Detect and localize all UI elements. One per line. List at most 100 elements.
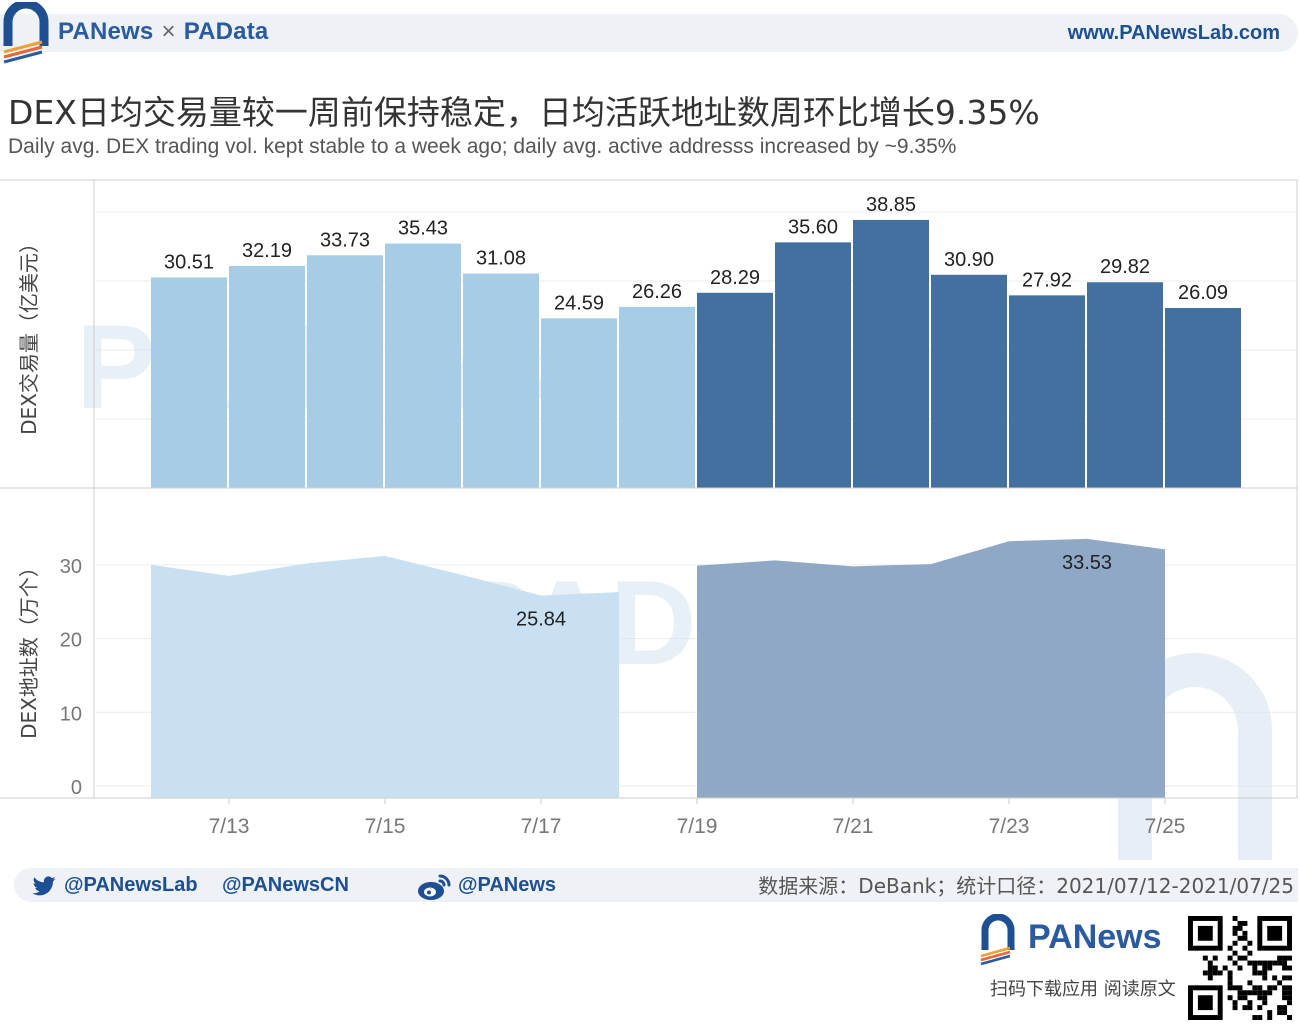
bar-data-label: 35.60 (788, 216, 838, 238)
qr-module (1237, 995, 1243, 1001)
qr-finder-module (1267, 925, 1283, 941)
chart-title-cn: DEX日均交易量较一周前保持稳定，日均活跃地址数周环比增长9.35% (8, 93, 1040, 132)
area-series-2 (697, 538, 1165, 798)
qr-module (1207, 960, 1213, 966)
qr-module (1247, 980, 1253, 986)
qr-module (1232, 960, 1238, 966)
qr-module (1262, 1000, 1268, 1006)
qr-module (1272, 985, 1278, 991)
footer-brand: PANews (1028, 918, 1162, 956)
qr-module (1232, 1005, 1238, 1011)
qr-module (1242, 930, 1248, 936)
qr-module (1282, 1010, 1288, 1016)
xtick-label: 7/25 (1145, 815, 1186, 838)
qr-module (1217, 970, 1223, 976)
bar-7-16 (463, 273, 539, 488)
bar-7-23 (1009, 295, 1085, 488)
qr-module (1267, 990, 1273, 996)
qr-module (1282, 955, 1288, 961)
area-annotation-label: 25.84 (516, 609, 566, 631)
qr-module (1262, 965, 1268, 971)
qr-module (1282, 965, 1288, 971)
bar-7-21 (853, 219, 929, 488)
qr-module (1287, 965, 1292, 971)
bar-7-19 (697, 292, 773, 488)
bar-7-20 (775, 242, 851, 488)
xtick-label: 7/23 (989, 815, 1030, 838)
bar-7-15 (385, 243, 461, 488)
bar-7-18 (619, 306, 695, 488)
bar-data-label: 30.51 (164, 251, 214, 273)
qr-module (1287, 975, 1292, 981)
twitter-handle-2[interactable]: @PANewsCN (222, 874, 349, 896)
area-ytick-label: 10 (60, 703, 82, 725)
qr-module (1242, 1005, 1248, 1011)
bar-data-label: 32.19 (242, 240, 292, 262)
dex-chart: PANewsPAData 30.5132.1933.7335.4331.0824… (0, 179, 1298, 860)
header-bar (0, 14, 1298, 52)
qr-module (1247, 1000, 1253, 1006)
xtick-label: 7/13 (209, 815, 250, 838)
qr-module (1252, 1015, 1258, 1020)
chart-title-en: Daily avg. DEX trading vol. kept stable … (8, 135, 957, 158)
qr-module (1227, 980, 1233, 986)
qr-module (1232, 925, 1238, 931)
qr-module (1232, 930, 1238, 936)
qr-module (1262, 990, 1268, 996)
qr-module (1277, 980, 1283, 986)
bar-7-14 (307, 255, 383, 488)
qr-module (1282, 985, 1288, 991)
qr-module (1262, 995, 1268, 1001)
bar-data-label: 24.59 (554, 292, 604, 314)
qr-module (1232, 940, 1238, 946)
qr-module (1207, 975, 1213, 981)
brand-panews: PANews (58, 18, 154, 45)
qr-module (1232, 1000, 1238, 1006)
area-annotation-label: 33.53 (1062, 552, 1112, 574)
qr-code-icon[interactable] (1188, 916, 1292, 1020)
app-download-hint: 扫码下载应用 阅读原文 (990, 979, 1176, 1000)
bar-7-25 (1165, 307, 1241, 488)
twitter-handle-1[interactable]: @PANewsLab (64, 874, 198, 896)
qr-module (1257, 1015, 1263, 1020)
qr-module (1257, 970, 1263, 976)
qr-module (1287, 955, 1292, 961)
qr-module (1237, 965, 1243, 971)
qr-module (1287, 985, 1292, 991)
qr-module (1242, 995, 1248, 1001)
xtick-label: 7/15 (365, 815, 406, 838)
bar-data-label: 30.90 (944, 249, 994, 271)
qr-module (1262, 970, 1268, 976)
qr-module (1237, 955, 1243, 961)
qr-module (1287, 990, 1292, 996)
qr-module (1257, 960, 1263, 966)
header-brand: PANews × PAData (58, 18, 268, 46)
qr-module (1227, 975, 1233, 981)
site-url-link[interactable]: www.PANewsLab.com (1067, 22, 1280, 44)
weibo-handle[interactable]: @PANews (458, 874, 557, 896)
qr-module (1252, 985, 1258, 991)
bar-y-axis-title: DEX交易量（亿美元） (17, 233, 41, 435)
qr-module (1287, 995, 1292, 1001)
bar-data-label: 35.43 (398, 218, 448, 240)
qr-module (1207, 965, 1213, 971)
qr-module (1227, 945, 1233, 951)
footer-bar (14, 868, 1298, 902)
bar-7-13 (229, 265, 305, 488)
bar-data-label: 27.92 (1022, 269, 1072, 291)
qr-module (1247, 1005, 1253, 1011)
qr-module (1242, 955, 1248, 961)
qr-module (1212, 965, 1218, 971)
qr-module (1282, 990, 1288, 996)
qr-module (1277, 1005, 1283, 1011)
qr-module (1207, 970, 1213, 976)
qr-module (1242, 920, 1248, 926)
qr-finder-module (1197, 925, 1213, 941)
qr-module (1277, 1010, 1283, 1016)
area-ytick-label: 30 (60, 556, 82, 578)
qr-module (1232, 985, 1238, 991)
qr-module (1237, 925, 1243, 931)
qr-module (1227, 970, 1233, 976)
qr-module (1287, 1015, 1292, 1020)
qr-module (1267, 960, 1273, 966)
